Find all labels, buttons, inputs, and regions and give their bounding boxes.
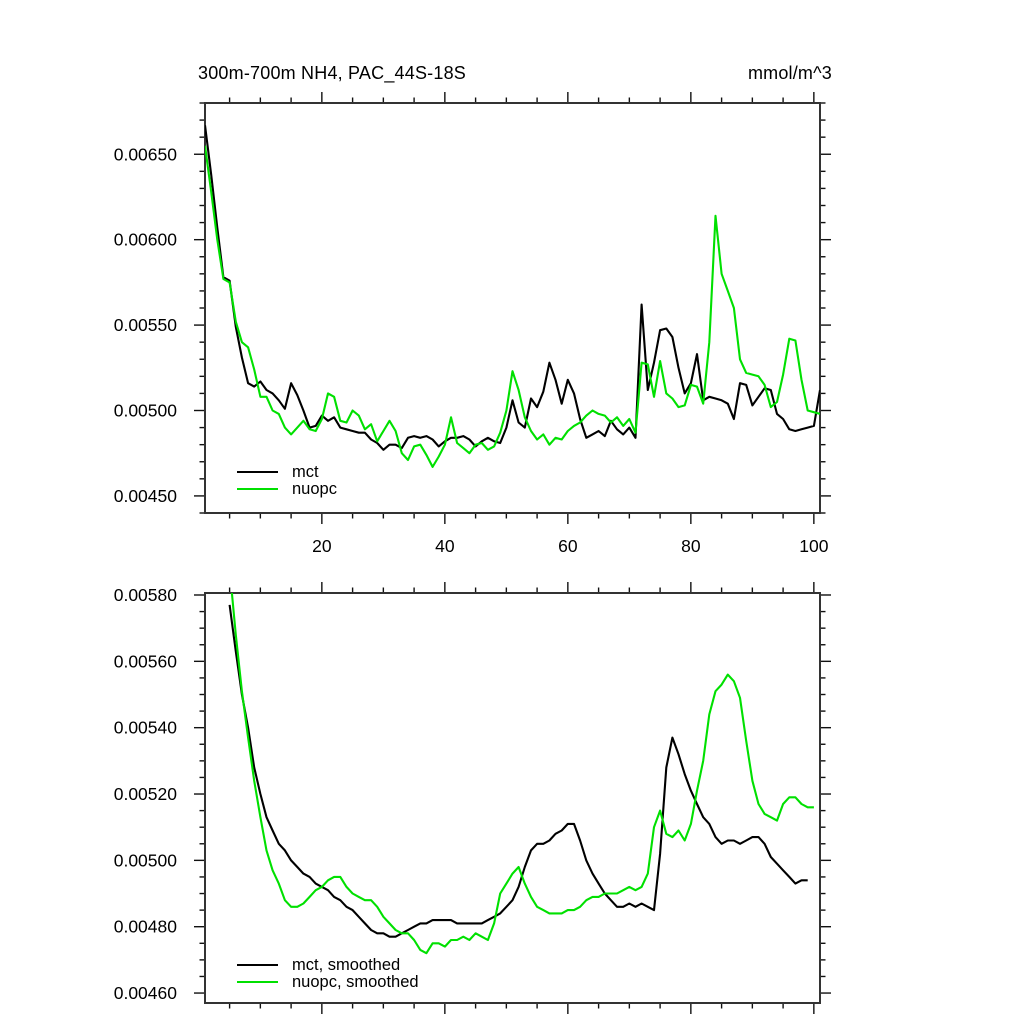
series-line-mct <box>205 125 820 451</box>
plot-frame <box>204 592 821 1004</box>
series-line-nuopc <box>205 145 820 468</box>
y-tick-label: 0.00650 <box>114 144 178 164</box>
y-tick-label: 0.00560 <box>114 651 178 671</box>
y-tick-label: 0.00540 <box>114 718 178 738</box>
y-tick-label: 0.00500 <box>114 401 178 421</box>
y-tick-label: 0.00450 <box>114 486 178 506</box>
x-tick-label: 100 <box>799 536 828 556</box>
legend-label-nuopc-smoothed: nuopc, smoothed <box>292 973 419 991</box>
legend-label-mct: mct <box>292 463 319 481</box>
legend-line-nuopc-smoothed <box>237 980 278 984</box>
legend-line-mct <box>237 470 278 474</box>
legend-label-nuopc: nuopc <box>292 480 337 498</box>
chart-title: 300m-700m NH4, PAC_44S-18S <box>198 63 466 83</box>
chart-top: 0.00450 0.00500 0.00550 0.00600 0.00650 20 40 6… <box>114 92 831 556</box>
chart-units-label: mmol/m^3 <box>747 63 832 83</box>
x-tick-label: 60 <box>558 536 578 556</box>
chart-bottom: 0.00460 0.00480 0.00500 0.00520 0.00540 0.005… <box>114 582 831 1014</box>
y-tick-label: 0.00460 <box>114 983 178 1003</box>
plot-frame <box>204 102 821 514</box>
x-tick-label: 80 <box>681 536 701 556</box>
y-tick-label: 0.00600 <box>114 230 178 250</box>
x-tick-label: 20 <box>312 536 332 556</box>
series-line-mct-smoothed <box>228 604 808 938</box>
y-tick-label: 0.00500 <box>114 850 178 870</box>
legend-line-mct-smoothed <box>237 963 278 967</box>
legend-label-mct-smoothed: mct, smoothed <box>292 956 401 974</box>
x-tick-label: 40 <box>435 536 455 556</box>
y-tick-label: 0.00550 <box>114 315 178 335</box>
y-tick-label: 0.00580 <box>114 585 178 605</box>
series-line-nuopc-smoothed <box>230 593 814 955</box>
legend-line-nuopc <box>237 487 278 491</box>
y-tick-label: 0.00520 <box>114 784 178 804</box>
y-tick-label: 0.00480 <box>114 917 178 937</box>
